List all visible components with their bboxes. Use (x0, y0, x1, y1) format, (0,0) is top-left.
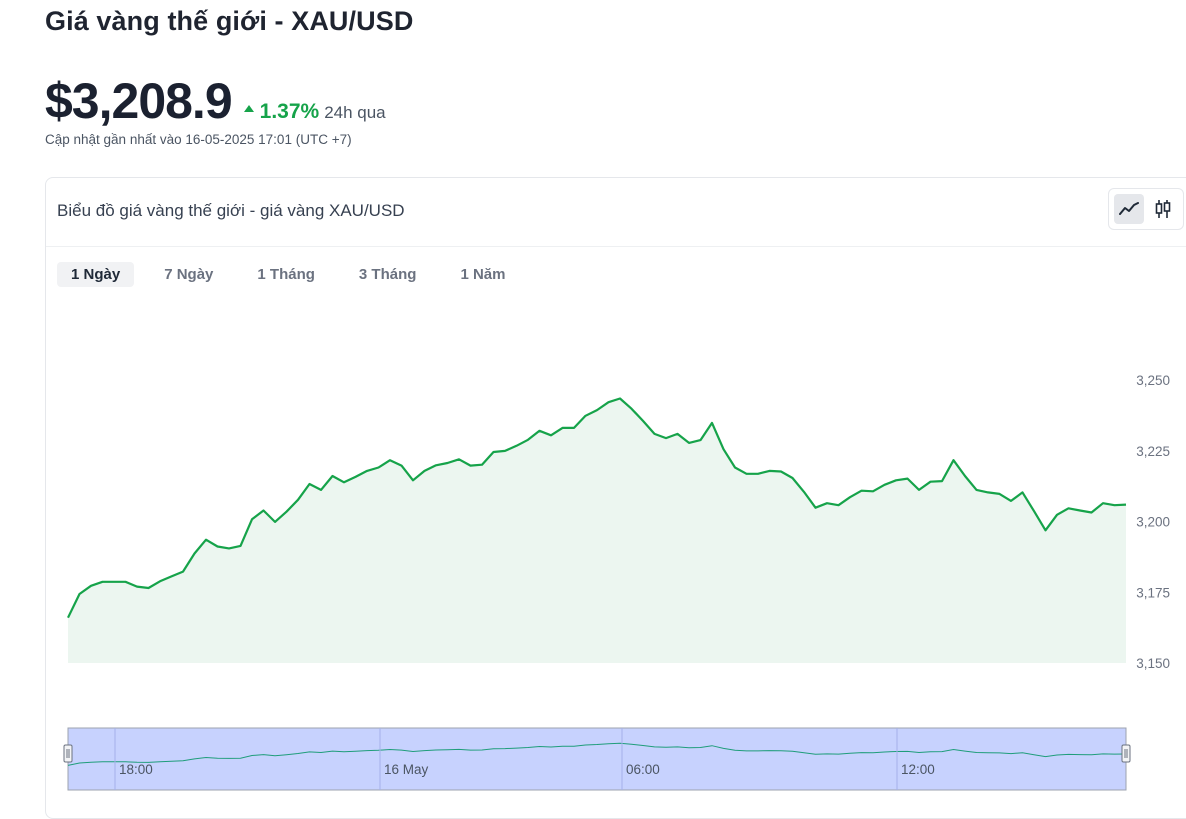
tab-1-day[interactable]: 1 Ngày (57, 262, 135, 287)
last-updated: Cập nhật gần nhất vào 16-05-2025 17:01 (… (45, 132, 352, 147)
y-tick-label: 3,200 (1136, 515, 1170, 530)
change-period: 24h qua (324, 103, 386, 122)
navigator-line (67, 742, 1127, 766)
navigator-tick-label: 16 May (384, 762, 429, 777)
tab-1-month[interactable]: 1 Tháng (257, 266, 315, 283)
price-chart: 3,150 3,175 3,200 3,225 3,250 18:00 16 May 06:0… (63, 373, 1170, 791)
tab-1-year[interactable]: 1 Năm (460, 266, 506, 283)
y-tick-label: 3,250 (1136, 373, 1170, 388)
navigator-tick-label: 06:00 (626, 762, 660, 777)
navigator-tick-label: 12:00 (901, 762, 935, 777)
chart-type-toggle (1108, 188, 1184, 230)
chart-card-title: Biểu đồ giá vàng thế giới - giá vàng XAU… (57, 201, 405, 220)
navigator-window (67, 727, 1127, 791)
y-tick-label: 3,225 (1136, 444, 1170, 459)
page-title: Giá vàng thế giới - XAU/USD (45, 6, 414, 36)
range-tabs: 1 Ngày 7 Ngày 1 Tháng 3 Tháng 1 Năm (57, 262, 535, 287)
tab-3-months[interactable]: 3 Tháng (358, 266, 417, 283)
navigator-right-handle[interactable] (1121, 744, 1131, 763)
candlestick-icon (1155, 200, 1171, 218)
y-tick-label: 3,150 (1136, 656, 1170, 671)
card-divider (46, 246, 1186, 247)
candlestick-chart-button[interactable] (1148, 194, 1178, 224)
change-percent: 1.37% (259, 100, 320, 123)
navigator-tick-label: 18:00 (119, 762, 153, 777)
line-chart-button[interactable] (1114, 194, 1144, 224)
price-line (67, 397, 1127, 619)
current-price: $3,208.9 (45, 73, 233, 129)
tab-7-days[interactable]: 7 Ngày (164, 266, 214, 283)
price-area (68, 398, 1126, 663)
line-chart-icon (1119, 202, 1139, 215)
y-tick-label: 3,175 (1136, 585, 1170, 600)
up-arrow-icon (243, 105, 254, 112)
navigator-left-handle[interactable] (63, 744, 73, 763)
price-summary: $3,208.9 1.37% 24h qua (45, 72, 386, 130)
